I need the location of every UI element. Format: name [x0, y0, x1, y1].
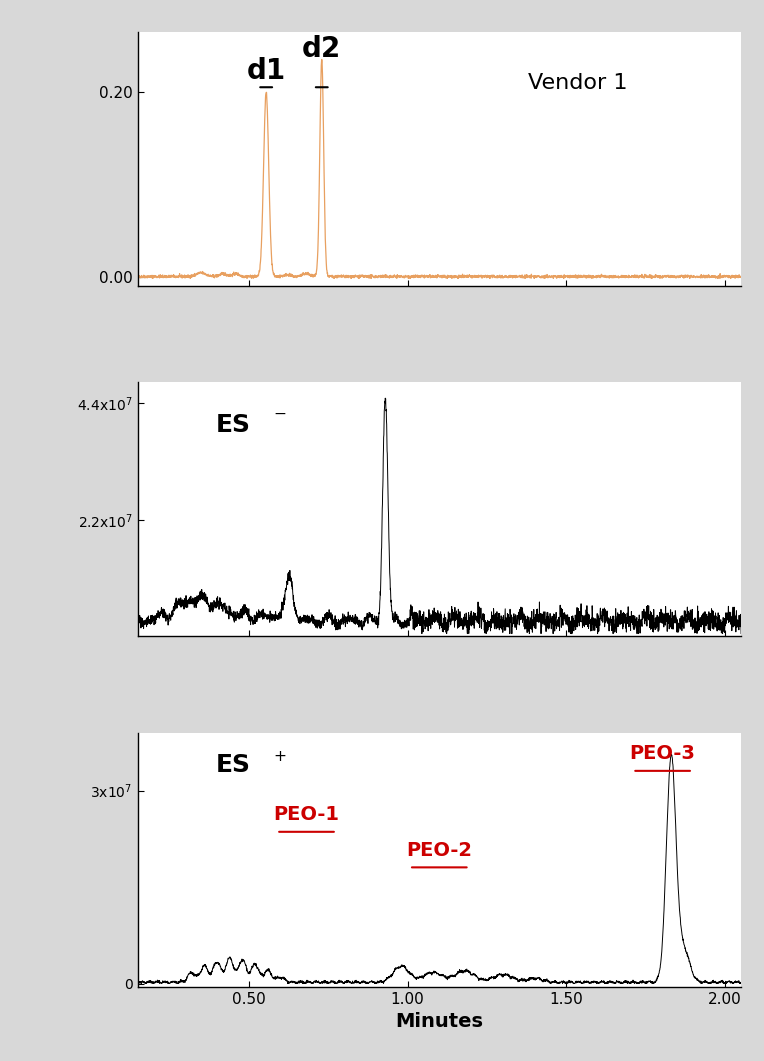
Text: ES: ES: [216, 413, 251, 437]
Text: $^{+}$: $^{+}$: [274, 750, 287, 770]
Text: d1: d1: [247, 57, 286, 85]
Text: d2: d2: [302, 35, 342, 64]
Text: Vendor 1: Vendor 1: [529, 72, 628, 92]
Text: PEO-3: PEO-3: [630, 744, 695, 763]
Text: $^{-}$: $^{-}$: [274, 411, 286, 430]
Text: ES: ES: [216, 753, 251, 777]
Text: PEO-1: PEO-1: [274, 805, 339, 824]
Text: PEO-2: PEO-2: [406, 840, 472, 859]
X-axis label: Minutes: Minutes: [395, 1012, 484, 1031]
